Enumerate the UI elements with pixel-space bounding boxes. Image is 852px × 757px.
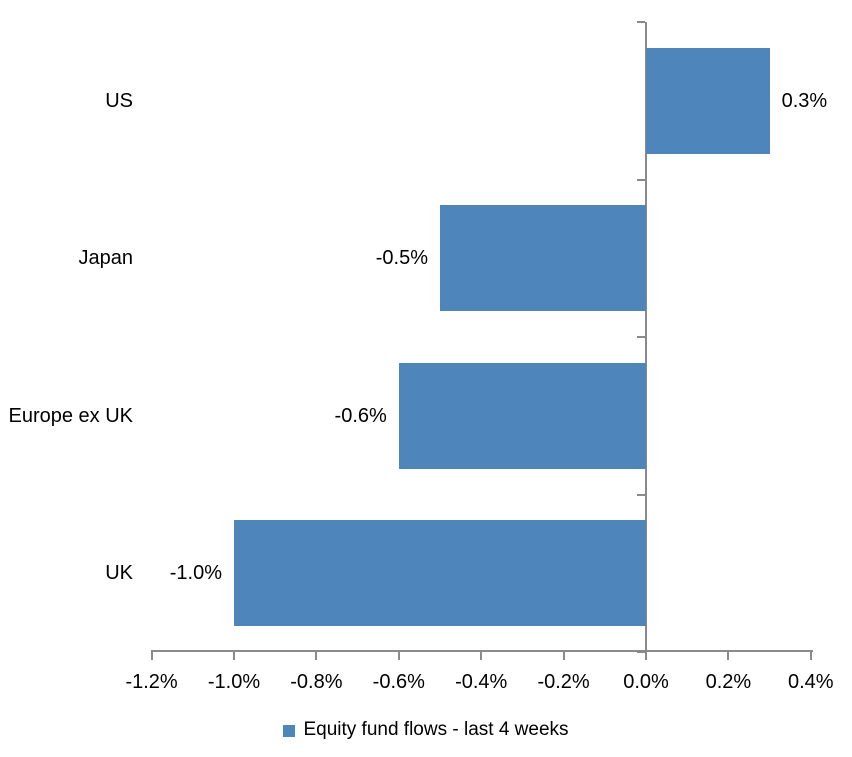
x-axis-tick [563,650,565,660]
x-tick-label: 0.2% [705,671,752,693]
bar-value-label: -0.6% [334,404,387,427]
x-axis-tick [480,650,482,660]
y-axis-tick [637,336,645,338]
legend: Equity fund flows - last 4 weeks [0,717,852,743]
x-tick-label: -0.6% [372,671,425,693]
bar [646,47,770,154]
bar [440,205,646,312]
legend-square-icon [283,724,296,737]
bar-value-label: 0.3% [781,89,828,112]
x-axis-tick [727,650,729,660]
x-axis-tick [645,650,647,660]
y-axis-line [645,22,647,652]
category-label: Europe ex UK [8,404,133,427]
bar [234,520,646,627]
x-axis-tick [233,650,235,660]
x-tick-label: -0.8% [290,671,343,693]
y-axis-tick [637,494,645,496]
bar [398,362,646,469]
x-axis-tick [151,650,153,660]
x-tick-label: 0.4% [788,671,834,693]
x-axis-tick [315,650,317,660]
x-tick-label: -1.0% [207,671,261,693]
x-tick-label: -0.2% [537,671,590,693]
legend-label: Equity fund flows - last 4 weeks [303,719,569,740]
category-label: US [105,89,133,112]
x-tick-label: -1.2% [125,671,178,693]
category-label: UK [105,562,133,585]
x-tick-label: 0.0% [623,671,669,693]
y-axis-tick [637,651,645,653]
y-axis-tick [637,21,645,23]
y-axis-tick [637,179,645,181]
x-axis-line [151,650,813,652]
category-label: Japan [78,247,134,270]
x-tick-label: -0.4% [455,671,508,693]
bar-value-label: -0.5% [375,247,428,270]
x-axis-tick [810,650,812,660]
bar-value-label: -1.0% [169,562,222,585]
x-axis-tick [398,650,400,660]
